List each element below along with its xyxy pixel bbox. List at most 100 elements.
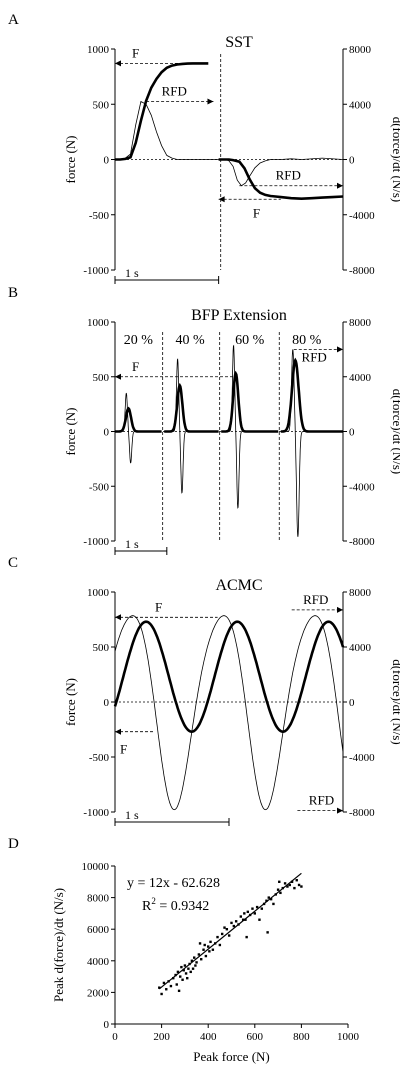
data-point — [253, 912, 256, 915]
data-point — [211, 948, 215, 951]
data-point — [181, 978, 184, 981]
right-tick-label: -8000 — [349, 536, 375, 548]
data-point — [258, 918, 261, 921]
right-tick-label: -4000 — [349, 210, 375, 222]
f-arrow — [115, 728, 155, 735]
data-point — [230, 921, 233, 925]
rfd-arrow-head-right — [337, 807, 343, 814]
data-point — [269, 897, 273, 901]
data-point — [241, 918, 245, 921]
panel-a: A SST 1000 500 0 -500 -1000 force (N) 8000 4000 0 -… — [8, 12, 400, 284]
data-point — [190, 959, 194, 962]
fit-equation: y = 12x - 62.628 — [127, 876, 220, 891]
left-tick-label: -1000 — [83, 807, 109, 819]
left-tick-label: -1000 — [83, 536, 109, 548]
data-point — [202, 948, 205, 951]
annotation-label: RFD — [162, 83, 187, 98]
data-point — [200, 958, 203, 961]
data-point — [255, 905, 259, 909]
rfd-arrow-head-right — [337, 346, 343, 353]
data-point — [234, 920, 238, 923]
annotation-label: F — [132, 359, 139, 374]
left-tick-label: 0 — [104, 697, 110, 709]
rfd-series-line — [115, 100, 344, 187]
data-point — [267, 896, 270, 899]
data-point — [279, 891, 282, 895]
right-tick-label: 4000 — [349, 642, 372, 654]
rfd-arrow-head-right — [337, 182, 343, 189]
y-tick-label: 2000 — [87, 987, 110, 999]
data-point — [220, 932, 224, 936]
data-point — [194, 964, 197, 967]
segment-label: 80 % — [292, 333, 322, 348]
left-tick-label: 1000 — [87, 317, 110, 329]
segment-label: 20 % — [124, 333, 154, 348]
data-point — [251, 907, 254, 910]
panel-title: SST — [225, 34, 253, 51]
panel-d: D 0 2000 4000 6000 8000 10000 0 200 400 600 800 1000… — [8, 836, 360, 1064]
rfd-arrow — [146, 98, 214, 105]
data-point — [293, 886, 296, 890]
scale-bar-label: 1 s — [125, 266, 139, 280]
data-point — [218, 943, 222, 947]
panel-letter: C — [8, 555, 18, 571]
data-point — [227, 934, 231, 937]
right-tick-label: 0 — [349, 427, 355, 439]
rfd-series-line — [115, 392, 162, 464]
left-tick-label: 500 — [93, 372, 110, 384]
left-tick-label: 500 — [93, 99, 110, 111]
data-point — [283, 882, 287, 885]
y-tick-label: 4000 — [87, 956, 110, 968]
force-series-line — [113, 620, 345, 734]
right-tick-label: -8000 — [349, 807, 375, 819]
panel-letter: D — [8, 836, 19, 852]
data-point — [209, 940, 212, 944]
rfd-arrow — [239, 182, 343, 189]
data-point — [198, 942, 202, 945]
left-axis-label: force (N) — [63, 136, 78, 184]
rfd-arrow — [297, 807, 343, 814]
annotation-label: RFD — [309, 793, 334, 808]
data-point — [158, 986, 161, 989]
data-point — [244, 918, 247, 921]
x-tick-label: 0 — [112, 1031, 118, 1043]
data-point — [265, 899, 268, 902]
rfd-arrow — [293, 346, 343, 353]
annotation-label: F — [132, 45, 139, 60]
segment-label: 60 % — [235, 333, 265, 348]
f-arrow-head-left — [115, 728, 121, 735]
left-tick-label: 1000 — [87, 587, 110, 599]
data-point — [260, 907, 263, 910]
left-tick-label: -500 — [89, 752, 110, 764]
x-axis-label: Peak force (N) — [193, 1049, 270, 1064]
left-tick-label: 0 — [104, 155, 110, 167]
data-point — [179, 975, 182, 978]
panel-letter: B — [8, 285, 18, 301]
left-tick-label: -500 — [89, 210, 110, 222]
annotation-label: F — [253, 205, 260, 220]
data-point — [286, 885, 289, 888]
data-point — [160, 992, 163, 996]
panel-title: ACMC — [215, 577, 262, 594]
data-point — [295, 879, 298, 882]
data-point — [207, 945, 210, 948]
left-tick-label: -1000 — [83, 265, 109, 277]
annotation-label: F — [155, 599, 162, 614]
data-point — [193, 956, 196, 959]
f-arrow — [218, 196, 281, 203]
f-arrow — [115, 373, 235, 380]
right-tick-label: 0 — [349, 697, 355, 709]
data-point — [203, 943, 206, 947]
data-point — [195, 961, 198, 964]
y-axis-label: Peak d(force)/dt (N/s) — [51, 888, 66, 1002]
annotation-label: RFD — [302, 349, 327, 364]
right-tick-label: 0 — [349, 155, 355, 167]
right-tick-label: 4000 — [349, 372, 372, 384]
rfd-arrow — [291, 606, 343, 613]
data-point — [245, 935, 248, 939]
rfd-arrow-head-right — [337, 606, 343, 613]
data-point — [278, 880, 281, 883]
y-tick-label: 6000 — [87, 924, 110, 936]
fit-line — [158, 872, 302, 990]
